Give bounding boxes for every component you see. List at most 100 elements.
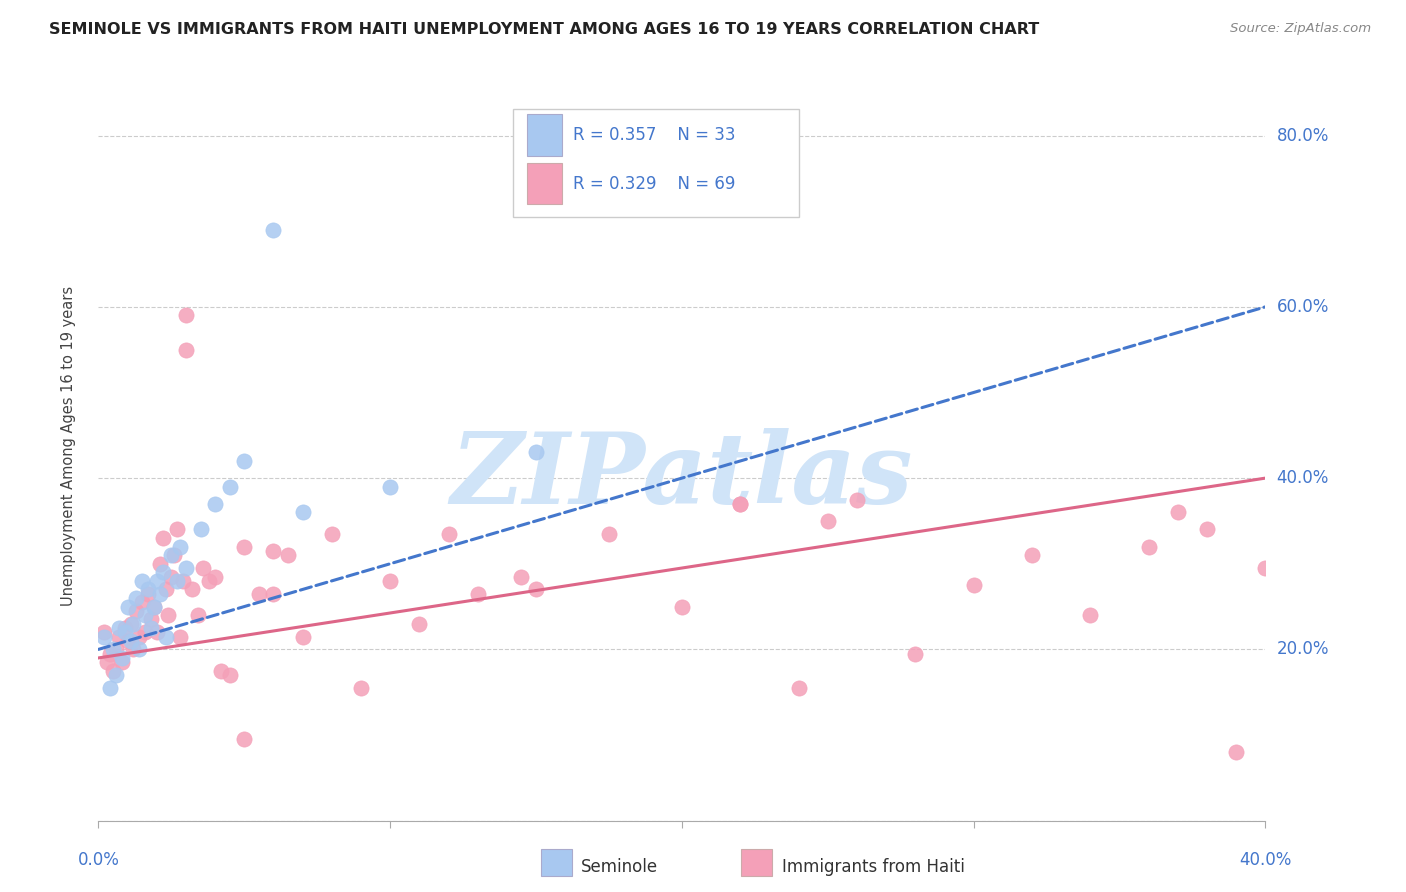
Point bbox=[98, 681, 121, 695]
Point bbox=[350, 681, 373, 695]
Point bbox=[160, 569, 183, 583]
Text: Seminole: Seminole bbox=[581, 858, 658, 876]
Point bbox=[174, 343, 197, 357]
Point bbox=[134, 608, 156, 623]
Point bbox=[671, 599, 693, 614]
Point bbox=[146, 625, 169, 640]
Point bbox=[598, 526, 620, 541]
Point bbox=[817, 514, 839, 528]
Point bbox=[169, 540, 191, 554]
Point bbox=[128, 630, 150, 644]
Point bbox=[98, 647, 121, 661]
Point bbox=[1021, 548, 1043, 562]
Point bbox=[291, 505, 314, 519]
Point bbox=[108, 630, 131, 644]
Point bbox=[125, 591, 148, 605]
Point bbox=[166, 574, 188, 588]
FancyBboxPatch shape bbox=[513, 109, 799, 218]
Point bbox=[291, 630, 314, 644]
Point bbox=[142, 599, 165, 614]
Point bbox=[111, 655, 134, 669]
Point bbox=[510, 569, 533, 583]
Point bbox=[554, 184, 576, 198]
Point bbox=[131, 595, 153, 609]
Point bbox=[155, 630, 177, 644]
Point bbox=[218, 480, 240, 494]
Point bbox=[262, 544, 284, 558]
Point bbox=[408, 616, 430, 631]
Point bbox=[904, 647, 927, 661]
Point bbox=[204, 569, 226, 583]
Point bbox=[93, 630, 115, 644]
Text: 0.0%: 0.0% bbox=[77, 851, 120, 869]
Point bbox=[96, 655, 118, 669]
Point bbox=[233, 454, 256, 468]
Point bbox=[134, 625, 156, 640]
Point bbox=[524, 582, 547, 597]
Point bbox=[174, 561, 197, 575]
Point bbox=[104, 668, 127, 682]
Point bbox=[218, 668, 240, 682]
Point bbox=[146, 574, 169, 588]
Point bbox=[787, 681, 810, 695]
Point bbox=[1225, 745, 1247, 759]
Point bbox=[160, 548, 183, 562]
Point bbox=[131, 574, 153, 588]
Point bbox=[93, 625, 115, 640]
Point bbox=[152, 566, 174, 580]
Point bbox=[122, 642, 145, 657]
Text: Immigrants from Haiti: Immigrants from Haiti bbox=[782, 858, 965, 876]
Point bbox=[136, 582, 159, 597]
Point bbox=[209, 664, 232, 678]
Point bbox=[180, 582, 202, 597]
Text: 40.0%: 40.0% bbox=[1239, 851, 1292, 869]
Point bbox=[125, 604, 148, 618]
Point bbox=[962, 578, 984, 592]
Point bbox=[1254, 561, 1277, 575]
Point bbox=[730, 497, 752, 511]
Point bbox=[114, 621, 136, 635]
Point bbox=[139, 621, 162, 635]
Bar bbox=[527, 163, 562, 204]
Point bbox=[122, 616, 145, 631]
Text: Source: ZipAtlas.com: Source: ZipAtlas.com bbox=[1230, 22, 1371, 36]
Point bbox=[198, 574, 221, 588]
Point bbox=[1167, 505, 1189, 519]
Point bbox=[117, 633, 139, 648]
Point bbox=[467, 587, 489, 601]
Point bbox=[380, 574, 402, 588]
Point bbox=[120, 633, 142, 648]
Y-axis label: Unemployment Among Ages 16 to 19 years: Unemployment Among Ages 16 to 19 years bbox=[60, 286, 76, 606]
Point bbox=[174, 309, 197, 323]
Point bbox=[120, 616, 142, 631]
Point bbox=[166, 523, 188, 537]
Point bbox=[262, 587, 284, 601]
Point bbox=[524, 445, 547, 459]
Point bbox=[380, 480, 402, 494]
Point bbox=[128, 642, 150, 657]
Point bbox=[117, 599, 139, 614]
Point bbox=[142, 599, 165, 614]
Point bbox=[136, 587, 159, 601]
Point bbox=[193, 561, 215, 575]
Point bbox=[846, 492, 869, 507]
Point bbox=[190, 523, 212, 537]
Point bbox=[111, 651, 134, 665]
Text: SEMINOLE VS IMMIGRANTS FROM HAITI UNEMPLOYMENT AMONG AGES 16 TO 19 YEARS CORRELA: SEMINOLE VS IMMIGRANTS FROM HAITI UNEMPL… bbox=[49, 22, 1039, 37]
Point bbox=[1080, 608, 1102, 623]
Point bbox=[108, 621, 131, 635]
Bar bbox=[527, 114, 562, 155]
Point bbox=[104, 642, 127, 657]
Point bbox=[139, 612, 162, 626]
Point bbox=[204, 497, 226, 511]
Text: 80.0%: 80.0% bbox=[1277, 127, 1329, 145]
Point bbox=[1195, 523, 1218, 537]
Point bbox=[157, 608, 180, 623]
Point bbox=[247, 587, 270, 601]
Point bbox=[233, 540, 256, 554]
Point bbox=[233, 732, 256, 747]
Point bbox=[101, 664, 124, 678]
Text: 60.0%: 60.0% bbox=[1277, 298, 1329, 316]
Point bbox=[437, 526, 460, 541]
Text: 40.0%: 40.0% bbox=[1277, 469, 1329, 487]
